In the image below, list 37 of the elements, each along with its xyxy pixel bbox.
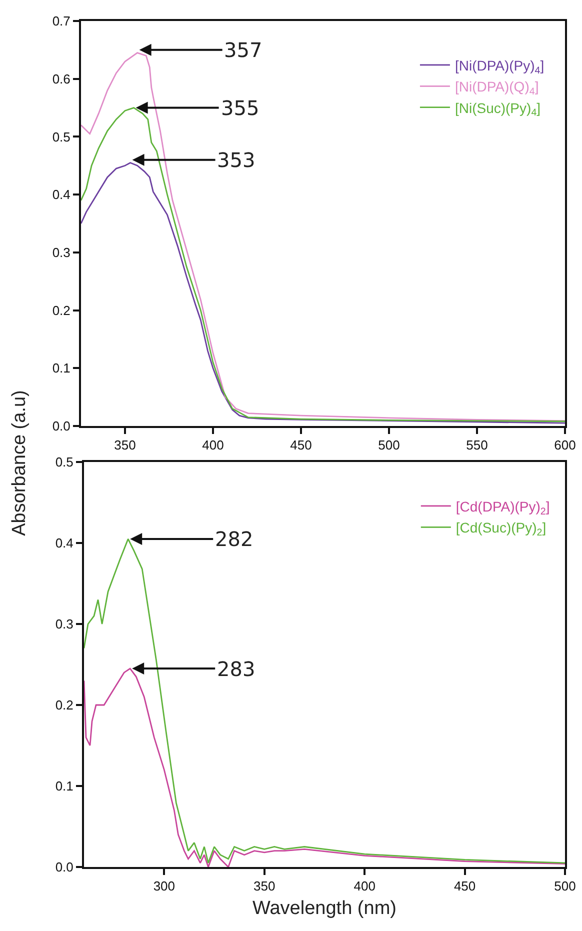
x-tick-label: 300 [153, 878, 176, 894]
x-tick-label: 450 [454, 878, 476, 894]
y-axis-title: Absorbance (a.u) [9, 389, 31, 538]
x-tick-label: 350 [254, 878, 276, 894]
x-axis-title: Wavelength (nm) [252, 898, 396, 919]
x-tick-label: 400 [202, 438, 224, 453]
y-tick-label: 0.1 [55, 778, 74, 794]
annotation: 283 [217, 657, 256, 681]
y-tick-label: 0.0 [55, 860, 74, 875]
y-tick-label: 0.2 [55, 698, 74, 713]
legend-label: [Ni(DPA)(Py)$_{4}$] [454, 57, 544, 76]
x-tick-label: 550 [466, 438, 488, 453]
legend-label: [Cd(DPA)(Py)$_{2}$] [456, 498, 550, 518]
y-tick-label: 0.4 [52, 187, 70, 202]
annotation: 282 [215, 527, 254, 551]
annotation: 353 [217, 148, 256, 172]
legend-label: [Cd(Suc)(Py)$_{2}$] [456, 520, 546, 539]
x-tick-label: 400 [354, 878, 376, 894]
x-tick-label: 500 [378, 438, 400, 453]
y-tick-label: 0.2 [52, 302, 70, 318]
y-tick-label: 0.0 [52, 418, 70, 434]
y-tick-label: 0.6 [52, 71, 70, 86]
y-tick-label: 0.3 [52, 244, 70, 260]
y-tick-label: 0.5 [55, 454, 74, 470]
annotation: 357 [224, 38, 262, 62]
x-tick-label: 600 [554, 438, 576, 453]
y-tick-label: 0.3 [55, 616, 74, 632]
annotation: 355 [221, 96, 260, 120]
x-tick-label: 350 [114, 438, 136, 453]
y-tick-label: 0.7 [52, 14, 70, 29]
legend-label: [Ni(DPA)(Q)$_{4}$] [454, 78, 539, 98]
legend-label: [Ni(Suc)(Py)$_{4}$] [454, 100, 541, 119]
x-tick-label: 450 [290, 438, 312, 453]
y-tick-label: 0.5 [52, 129, 70, 144]
x-tick-label: 500 [554, 878, 576, 894]
y-tick-label: 0.4 [55, 536, 74, 551]
y-tick-label: 0.1 [52, 360, 70, 376]
